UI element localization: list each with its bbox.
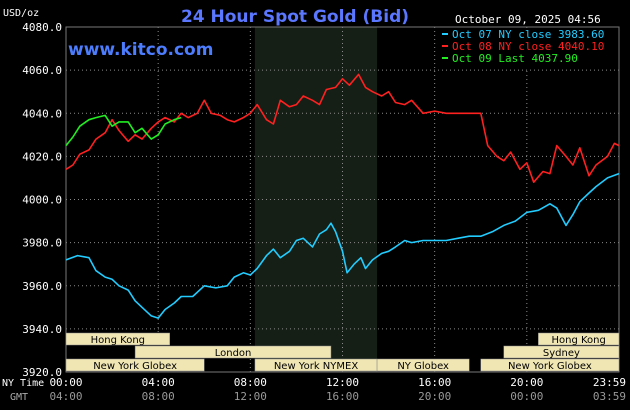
legend-swatch xyxy=(442,33,448,35)
session-label: New York Globex xyxy=(508,361,592,372)
date-label: October 09, 2025 04:56 xyxy=(455,13,601,26)
x-tick-label-gmt: 04:00 xyxy=(49,390,82,403)
x-tick-label: 04:00 xyxy=(142,376,175,389)
x-tick-label-gmt: 16:00 xyxy=(326,390,359,403)
session-label: Hong Kong xyxy=(551,335,605,346)
session-label: Sydney xyxy=(543,348,580,359)
y-tick-label: 3980.0 xyxy=(22,237,62,250)
session-bar xyxy=(65,358,205,372)
x-tick-label: 20:00 xyxy=(510,376,543,389)
chart-title: 24 Hour Spot Gold (Bid) xyxy=(181,7,409,27)
session-bar xyxy=(376,358,470,372)
x-tick-label: 08:00 xyxy=(234,376,267,389)
session-label: New York NYMEX xyxy=(274,361,359,372)
x-tick-label-gmt: 20:00 xyxy=(418,390,451,403)
session-bar xyxy=(134,345,332,359)
legend-swatch xyxy=(442,57,448,59)
x-tick-label-gmt: 03:59 xyxy=(593,390,626,403)
plot-frame xyxy=(65,26,620,373)
y-tick-label: 4060.0 xyxy=(22,64,62,77)
x-tick-label-gmt: 08:00 xyxy=(142,390,175,403)
series-line xyxy=(65,172,620,319)
session-bar xyxy=(65,332,170,346)
x-tick-label: 16:00 xyxy=(418,376,451,389)
nymex-shaded-range xyxy=(254,27,378,372)
y-tick-labels: 3920.0 3940.0 3960.0 3980.0 4000.0 4020.0 4040… xyxy=(22,21,62,379)
series-lines xyxy=(65,73,620,319)
y-tick-label: 3940.0 xyxy=(22,323,62,336)
y-tick-label: 4080.0 xyxy=(22,21,62,34)
session-bar xyxy=(538,332,620,346)
y-tick-label: 4040.0 xyxy=(22,107,62,120)
session-bar xyxy=(480,358,620,372)
session-bars: Hong Kong Hong Kong London Sydney New York G… xyxy=(65,332,620,372)
y-tick-label: 3960.0 xyxy=(22,280,62,293)
legend-swatch xyxy=(442,45,448,47)
legend-item: Oct 07 NY close 3983.60 xyxy=(452,28,604,41)
x-tick-label-gmt: 12:00 xyxy=(234,390,267,403)
x-tick-labels: 00:0004:0004:0008:0008:0012:0012:0016:00… xyxy=(49,376,626,403)
y-tick-label: 4000.0 xyxy=(22,194,62,207)
y-tick-label: 4020.0 xyxy=(22,150,62,163)
x-tick-label: 00:00 xyxy=(49,376,82,389)
nytime-row-label: NY Time xyxy=(2,378,44,389)
session-label: New York Globex xyxy=(93,361,177,372)
series-line xyxy=(65,73,620,183)
x-tick-label-gmt: 00:00 xyxy=(510,390,543,403)
y-tick-label: 3920.0 xyxy=(22,366,62,379)
legend-item: Oct 09 Last 4037.90 xyxy=(452,52,578,65)
brand-link[interactable]: www.kitco.com xyxy=(68,40,213,60)
units-label: USD/oz xyxy=(3,8,39,19)
grid xyxy=(65,26,620,373)
legend: Oct 07 NY close 3983.60 Oct 08 NY close … xyxy=(437,28,617,68)
session-bar xyxy=(503,345,620,359)
session-label: London xyxy=(215,348,252,359)
session-label: NY Globex xyxy=(397,361,449,372)
x-tick-label: 12:00 xyxy=(326,376,359,389)
x-tick-label: 23:59 xyxy=(593,376,626,389)
series-line xyxy=(65,114,182,147)
session-label: Hong Kong xyxy=(91,335,145,346)
legend-item: Oct 08 NY close 4040.10 xyxy=(452,40,604,53)
gmt-row-label: GMT xyxy=(10,392,28,403)
